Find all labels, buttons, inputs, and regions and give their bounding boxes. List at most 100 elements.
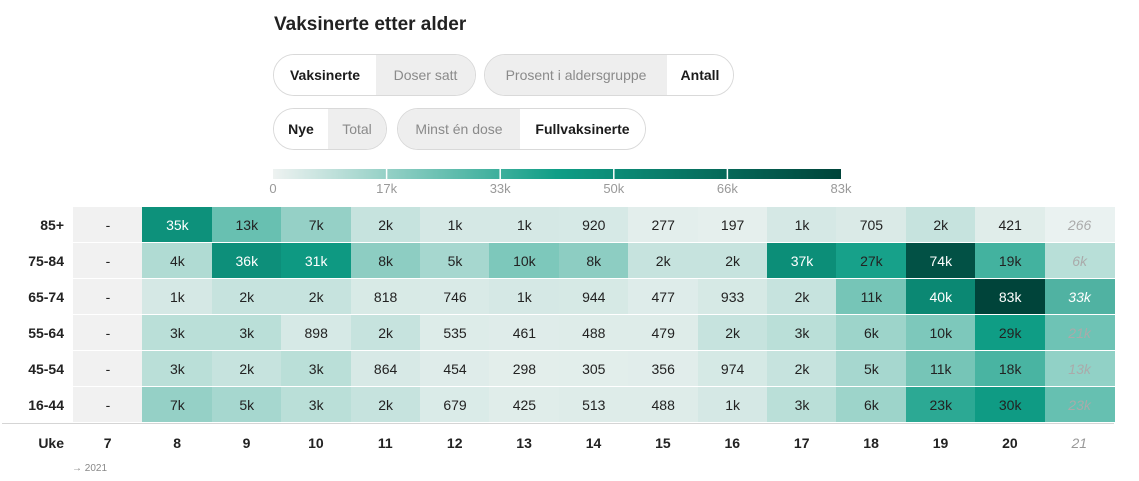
heatmap-cell[interactable]: 2k bbox=[628, 243, 699, 278]
heatmap-cell[interactable]: 3k bbox=[281, 387, 352, 422]
week-label: 13 bbox=[516, 435, 532, 451]
heatmap-cell[interactable]: 2k bbox=[697, 315, 768, 350]
heatmap-cell[interactable]: - bbox=[73, 207, 143, 242]
heatmap-cell[interactable]: 5k bbox=[211, 387, 282, 422]
heatmap-cell[interactable]: 10k bbox=[489, 243, 560, 278]
heatmap-cell[interactable]: 535 bbox=[420, 315, 490, 350]
heatmap-cell[interactable]: 488 bbox=[558, 315, 629, 350]
heatmap-cell[interactable]: 1k bbox=[697, 387, 768, 422]
heatmap-cell[interactable]: 36k bbox=[211, 243, 282, 278]
heatmap-cell[interactable]: 266 bbox=[1044, 207, 1115, 242]
heatmap-cell[interactable]: 3k bbox=[142, 315, 213, 350]
option-fullvaksinerte[interactable]: Fullvaksinerte bbox=[520, 109, 645, 149]
heatmap-cell[interactable]: - bbox=[73, 351, 143, 386]
heatmap-cell[interactable]: 197 bbox=[697, 207, 768, 242]
heatmap-cell[interactable]: 2k bbox=[767, 351, 837, 386]
week-label: 11 bbox=[377, 435, 393, 451]
heatmap-cell[interactable]: 31k bbox=[281, 243, 352, 278]
heatmap-cell[interactable]: 933 bbox=[697, 279, 768, 314]
heatmap-cell[interactable]: 8k bbox=[350, 243, 421, 278]
heatmap-cell[interactable]: 6k bbox=[836, 387, 907, 422]
option-nye[interactable]: Nye bbox=[274, 109, 328, 149]
heatmap-cell[interactable]: 2k bbox=[350, 315, 421, 350]
heatmap-cell[interactable]: 1k bbox=[767, 207, 837, 242]
heatmap-cell[interactable]: - bbox=[73, 279, 143, 314]
heatmap-cell[interactable]: 920 bbox=[558, 207, 629, 242]
heatmap-cell[interactable]: - bbox=[73, 387, 143, 422]
heatmap-cell[interactable]: 3k bbox=[142, 351, 213, 386]
heatmap-cell[interactable]: 74k bbox=[905, 243, 976, 278]
heatmap-cell[interactable]: 35k bbox=[142, 207, 213, 242]
heatmap-cell[interactable]: 864 bbox=[350, 351, 421, 386]
heatmap-cell[interactable]: 3k bbox=[767, 315, 837, 350]
heatmap-cell[interactable]: 18k bbox=[975, 351, 1046, 386]
option-prosent[interactable]: Prosent i aldersgruppe bbox=[485, 55, 667, 95]
heatmap-cell[interactable]: 5k bbox=[420, 243, 490, 278]
heatmap-cell[interactable]: 3k bbox=[767, 387, 837, 422]
heatmap-cell[interactable]: 83k bbox=[975, 279, 1046, 314]
heatmap-cell[interactable]: 425 bbox=[489, 387, 560, 422]
heatmap-cell[interactable]: 513 bbox=[558, 387, 629, 422]
heatmap-cell[interactable]: 13k bbox=[1044, 351, 1115, 386]
heatmap-cell[interactable]: 679 bbox=[420, 387, 490, 422]
heatmap-cell[interactable]: 10k bbox=[905, 315, 976, 350]
heatmap-cell[interactable]: 746 bbox=[420, 279, 490, 314]
heatmap-cell[interactable]: 277 bbox=[628, 207, 699, 242]
heatmap-cell[interactable]: 305 bbox=[558, 351, 629, 386]
heatmap-cell[interactable]: - bbox=[73, 243, 143, 278]
heatmap-cell[interactable]: 1k bbox=[142, 279, 213, 314]
heatmap-cell[interactable]: 3k bbox=[281, 351, 352, 386]
heatmap-cell[interactable]: 4k bbox=[142, 243, 213, 278]
heatmap-cell[interactable]: 11k bbox=[905, 351, 976, 386]
heatmap-cell[interactable]: 40k bbox=[905, 279, 976, 314]
heatmap-cell[interactable]: 818 bbox=[350, 279, 421, 314]
heatmap-cell[interactable]: 19k bbox=[975, 243, 1046, 278]
heatmap-cell[interactable]: 477 bbox=[628, 279, 699, 314]
heatmap-cell[interactable]: 2k bbox=[767, 279, 837, 314]
heatmap-cell[interactable]: 298 bbox=[489, 351, 560, 386]
heatmap-cell[interactable]: 33k bbox=[1044, 279, 1115, 314]
heatmap-cell[interactable]: 11k bbox=[836, 279, 907, 314]
heatmap-cell[interactable]: 23k bbox=[1044, 387, 1115, 422]
heatmap-cell[interactable]: 21k bbox=[1044, 315, 1115, 350]
option-doser-satt[interactable]: Doser satt bbox=[376, 55, 475, 95]
option-antall[interactable]: Antall bbox=[667, 55, 733, 95]
heatmap-cell[interactable]: 5k bbox=[836, 351, 907, 386]
heatmap-cell[interactable]: 2k bbox=[350, 387, 421, 422]
heatmap-cell[interactable]: 27k bbox=[836, 243, 907, 278]
heatmap-cell[interactable]: 974 bbox=[697, 351, 768, 386]
heatmap-cell[interactable]: 8k bbox=[558, 243, 629, 278]
option-total[interactable]: Total bbox=[328, 109, 386, 149]
heatmap-cell[interactable]: 898 bbox=[281, 315, 352, 350]
heatmap-cell[interactable]: 356 bbox=[628, 351, 699, 386]
heatmap-cell[interactable]: 479 bbox=[628, 315, 699, 350]
heatmap-cell[interactable]: 1k bbox=[420, 207, 490, 242]
heatmap-cell[interactable]: 2k bbox=[281, 279, 352, 314]
heatmap-cell[interactable]: 7k bbox=[142, 387, 213, 422]
heatmap-cell[interactable]: 488 bbox=[628, 387, 699, 422]
heatmap-cell[interactable]: 421 bbox=[975, 207, 1046, 242]
heatmap-cell[interactable]: 2k bbox=[211, 351, 282, 386]
heatmap-cell[interactable]: 2k bbox=[350, 207, 421, 242]
option-vaksinerte[interactable]: Vaksinerte bbox=[274, 55, 376, 95]
heatmap-cell[interactable]: 2k bbox=[697, 243, 768, 278]
heatmap-cell[interactable]: 2k bbox=[905, 207, 976, 242]
heatmap-cell[interactable]: 6k bbox=[1044, 243, 1115, 278]
heatmap-cell[interactable]: 3k bbox=[211, 315, 282, 350]
heatmap-cell[interactable]: 944 bbox=[558, 279, 629, 314]
heatmap-cell[interactable]: 461 bbox=[489, 315, 560, 350]
heatmap-cell[interactable]: 37k bbox=[767, 243, 837, 278]
heatmap-cell[interactable]: 29k bbox=[975, 315, 1046, 350]
option-minst-en-dose[interactable]: Minst én dose bbox=[398, 109, 520, 149]
heatmap-cell[interactable]: 30k bbox=[975, 387, 1046, 422]
heatmap-cell[interactable]: 7k bbox=[281, 207, 352, 242]
heatmap-cell[interactable]: 13k bbox=[211, 207, 282, 242]
heatmap-cell[interactable]: 705 bbox=[836, 207, 907, 242]
heatmap-cell[interactable]: - bbox=[73, 315, 143, 350]
heatmap-cell[interactable]: 1k bbox=[489, 207, 560, 242]
heatmap-cell[interactable]: 1k bbox=[489, 279, 560, 314]
heatmap-cell[interactable]: 2k bbox=[211, 279, 282, 314]
heatmap-cell[interactable]: 454 bbox=[420, 351, 490, 386]
heatmap-cell[interactable]: 6k bbox=[836, 315, 907, 350]
heatmap-cell[interactable]: 23k bbox=[905, 387, 976, 422]
